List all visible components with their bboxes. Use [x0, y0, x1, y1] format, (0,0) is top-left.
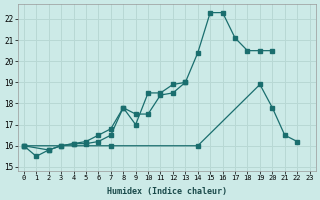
X-axis label: Humidex (Indice chaleur): Humidex (Indice chaleur)	[107, 187, 227, 196]
